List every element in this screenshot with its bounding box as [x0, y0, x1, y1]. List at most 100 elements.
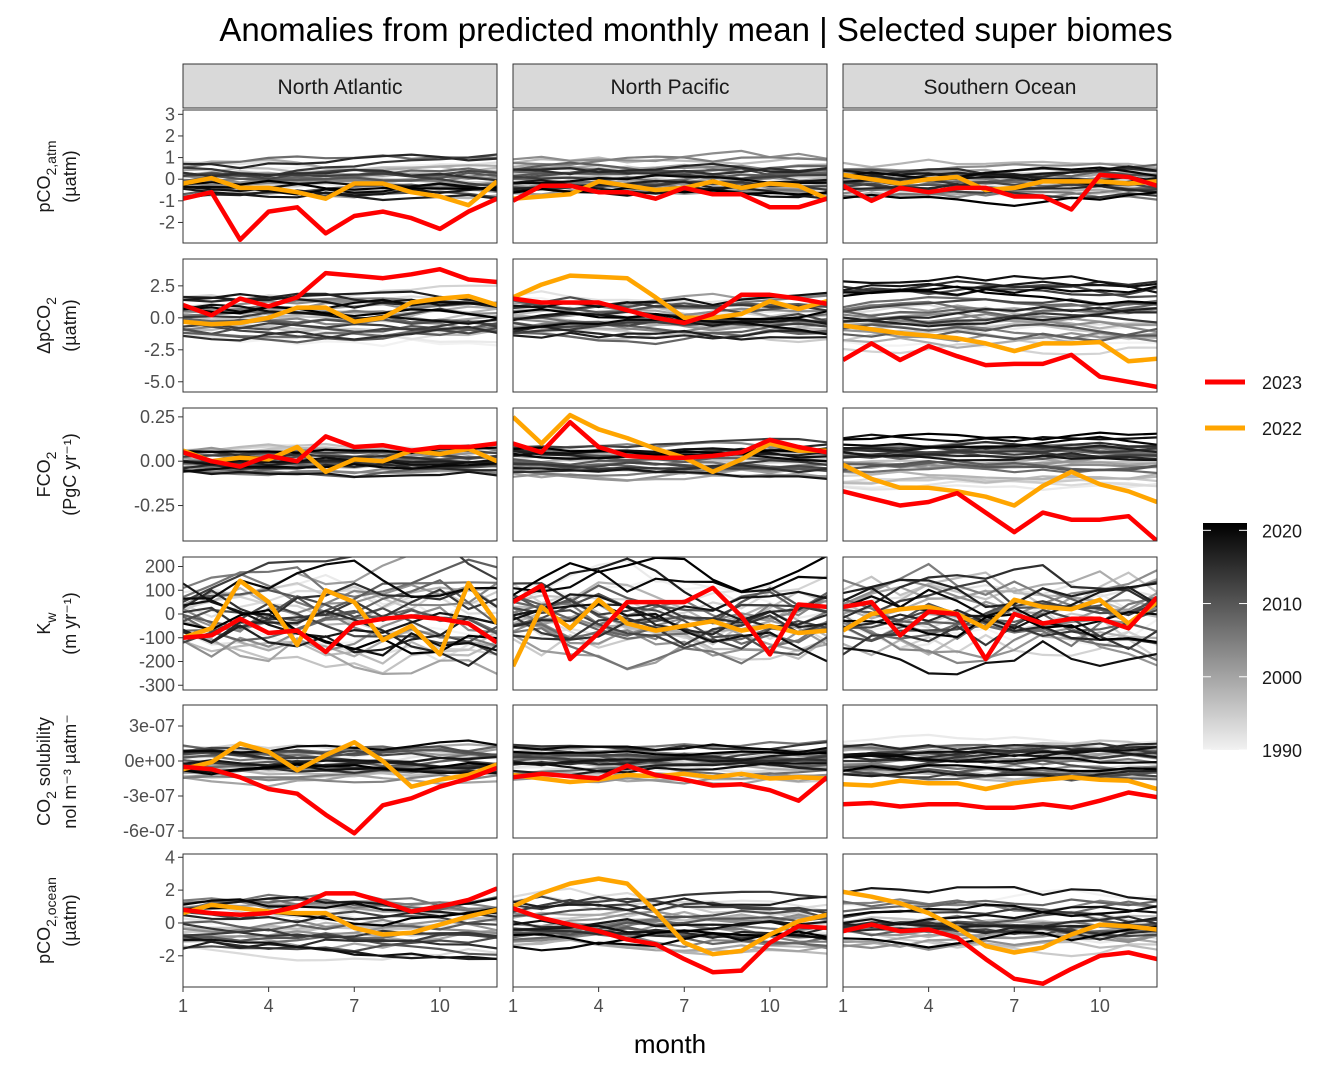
y-tick-label: 0e+00	[124, 751, 175, 771]
y-tick-label: 0	[165, 913, 175, 933]
panel-border	[842, 853, 1158, 988]
y-tick-label: 200	[145, 557, 175, 577]
series-line-2015	[183, 325, 497, 342]
series-line-2012	[513, 461, 827, 470]
series-line-2010	[843, 459, 1157, 472]
y-tick-label: 100	[145, 580, 175, 600]
series-line-2023	[513, 763, 827, 803]
series-line-2003	[183, 606, 497, 658]
series-line-2017	[843, 578, 1157, 609]
series-line-2021	[843, 764, 1157, 773]
panel-border	[512, 109, 828, 244]
panel-kw-north-atlantic	[183, 557, 497, 690]
series-line-2021	[843, 191, 1157, 208]
panel-border	[182, 853, 498, 988]
series-line-2018	[513, 590, 827, 619]
y-axis-title-line1: pCO2,ocean	[34, 877, 59, 964]
series-line-2014	[513, 741, 827, 752]
series-line-2022	[843, 172, 1157, 193]
series-line-2022	[513, 179, 827, 201]
series-line-2008	[843, 898, 1157, 913]
panel-border	[182, 704, 498, 839]
series-line-2019	[843, 905, 1157, 926]
series-line-2011	[843, 167, 1157, 177]
series-line-1991	[843, 733, 1157, 749]
series-line-2019	[843, 639, 1157, 676]
series-line-2009	[183, 917, 497, 932]
series-line-2018	[513, 467, 827, 480]
series-line-2013	[183, 320, 497, 332]
series-line-2023	[843, 489, 1157, 541]
y-axis-title-line2: (µatm)	[60, 150, 80, 202]
series-line-2020	[513, 569, 827, 594]
facet-strip	[182, 63, 498, 109]
series-line-2019	[183, 456, 497, 466]
chart-title: Anomalies from predicted monthly mean | …	[219, 11, 1172, 48]
series-line-2008	[843, 302, 1157, 318]
y-tick-label: 0.25	[140, 407, 175, 427]
series-line-2014	[513, 459, 827, 471]
y-tick-label: 3	[165, 104, 175, 124]
facet-strip	[512, 63, 828, 109]
series-line-2011	[513, 296, 827, 314]
series-line-2023	[843, 172, 1157, 212]
series-line-2011	[513, 907, 827, 919]
series-line-2023	[513, 419, 827, 460]
series-line-2021	[513, 308, 827, 321]
series-line-2022	[843, 462, 1157, 508]
series-line-2018	[843, 582, 1157, 630]
panel-dpco2-north-pacific	[513, 259, 827, 392]
series-line-2016	[843, 742, 1157, 751]
series-line-2023	[843, 341, 1157, 390]
y-tick-label: 3e-07	[129, 716, 175, 736]
y-axis-title-line2: (µatm)	[60, 894, 80, 946]
series-line-2011	[183, 595, 497, 644]
y-tick-label: 0.00	[140, 451, 175, 471]
series-line-2014	[513, 890, 827, 911]
series-line-2021	[183, 608, 497, 655]
series-line-2020	[513, 743, 827, 754]
panel-border	[512, 853, 828, 988]
panel-border	[512, 704, 828, 839]
y-tick-label: 4	[165, 847, 175, 867]
series-line-2016	[843, 305, 1157, 323]
series-line-2023	[183, 189, 497, 243]
series-line-2021	[843, 285, 1157, 306]
y-axis-title: Kw (m yr⁻¹)	[34, 592, 80, 654]
panel-fco2-north-atlantic	[183, 408, 497, 541]
series-line-2023	[513, 292, 827, 326]
y-axis-title-line2: (m yr⁻¹)	[60, 592, 80, 654]
series-line-2018	[183, 755, 497, 768]
y-tick-label: 2	[165, 126, 175, 146]
y-axis-title-main: pCO	[34, 176, 54, 213]
series-line-2010	[843, 322, 1157, 337]
series-line-2022	[183, 578, 497, 657]
panel-dpco2-north-atlantic	[183, 259, 497, 392]
series-line-2023	[183, 266, 497, 318]
panel-border	[842, 258, 1158, 393]
series-line-1998	[513, 314, 827, 332]
y-tick-label: 0.0	[150, 308, 175, 328]
series-line-2016	[183, 153, 497, 170]
y-axis-title: CO2 solubility nol m⁻³ µatm⁻	[34, 714, 80, 828]
x-tick-label: 1	[838, 996, 848, 1016]
series-line-2010	[513, 586, 827, 626]
series-line-2018	[843, 885, 1157, 901]
y-axis-title-line1: Kw	[34, 612, 59, 635]
series-line-2022	[843, 323, 1157, 364]
series-line-2022	[843, 889, 1157, 955]
legend: 2023 2022 1990 2000 2010 2020	[1203, 373, 1302, 761]
series-line-2012	[843, 769, 1157, 779]
colorbar-label: 2020	[1262, 521, 1302, 541]
panel-fco2-southern-ocean	[843, 408, 1157, 541]
series-line-2018	[513, 750, 827, 766]
y-tick-label: -5.0	[144, 372, 175, 392]
series-line-2022	[183, 293, 497, 327]
y-axis-title-main: CO	[34, 799, 54, 826]
legend-label-2022: 2022	[1262, 419, 1302, 439]
y-tick-label: -3e-07	[123, 786, 175, 806]
series-line-2019	[513, 447, 827, 459]
y-axis-title: FCO2 (PgC yr⁻¹)	[34, 433, 80, 516]
y-axis-title-main: FCO	[34, 459, 54, 497]
